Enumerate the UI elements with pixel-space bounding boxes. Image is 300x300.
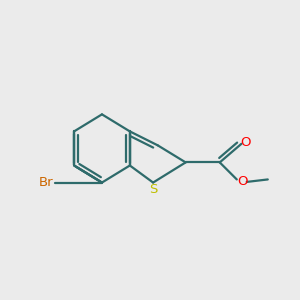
Text: O: O [237,176,247,188]
Text: O: O [240,136,250,149]
Text: Br: Br [39,176,53,189]
Text: S: S [149,183,157,196]
